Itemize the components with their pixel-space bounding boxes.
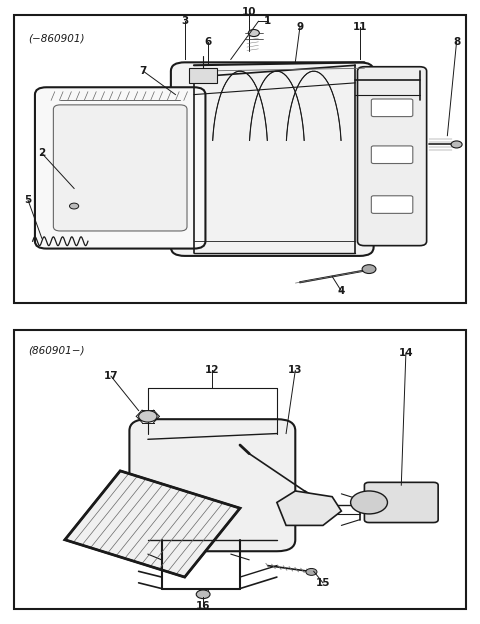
Circle shape [70, 203, 79, 209]
FancyBboxPatch shape [130, 419, 295, 551]
Text: 2: 2 [38, 149, 46, 158]
Text: 13: 13 [288, 366, 302, 376]
Text: 1: 1 [264, 16, 271, 26]
Circle shape [350, 491, 387, 514]
FancyBboxPatch shape [372, 196, 413, 213]
Text: (860901−): (860901−) [28, 345, 84, 355]
Text: 8: 8 [453, 37, 460, 47]
FancyBboxPatch shape [171, 62, 373, 256]
Text: 15: 15 [316, 578, 330, 588]
Circle shape [362, 265, 376, 273]
Polygon shape [277, 491, 341, 525]
Text: 10: 10 [242, 7, 256, 17]
Circle shape [306, 568, 317, 575]
Circle shape [139, 411, 157, 422]
Bar [189, 68, 217, 83]
Circle shape [248, 29, 259, 37]
Text: 11: 11 [352, 22, 367, 32]
Circle shape [451, 141, 462, 148]
Text: (−860901): (−860901) [28, 34, 84, 44]
Text: 14: 14 [398, 348, 413, 358]
Text: 4: 4 [338, 286, 345, 296]
FancyBboxPatch shape [364, 482, 438, 522]
FancyBboxPatch shape [358, 67, 427, 246]
Text: 16: 16 [196, 601, 210, 611]
Text: 17: 17 [104, 371, 118, 381]
FancyBboxPatch shape [35, 87, 205, 248]
Text: 6: 6 [204, 37, 211, 47]
FancyBboxPatch shape [372, 99, 413, 117]
Text: 9: 9 [296, 22, 303, 32]
Text: 12: 12 [205, 366, 220, 376]
Text: 7: 7 [140, 66, 147, 76]
Text: 5: 5 [24, 195, 32, 205]
Polygon shape [65, 471, 240, 577]
Text: 3: 3 [181, 16, 188, 26]
FancyBboxPatch shape [372, 146, 413, 163]
FancyBboxPatch shape [53, 105, 187, 231]
Circle shape [196, 590, 210, 598]
